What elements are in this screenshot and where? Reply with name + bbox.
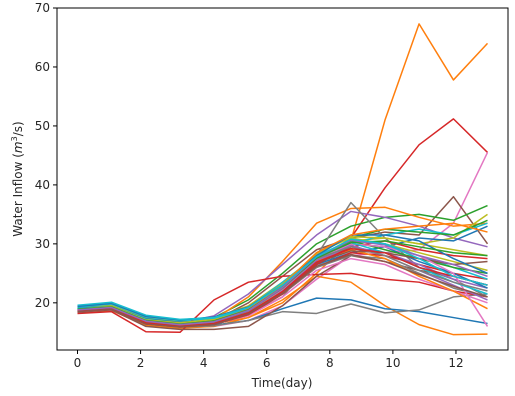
series-line-3 (77, 152, 489, 329)
y-axis-label: Water Inflow (m3/s) (10, 121, 25, 236)
x-axis: 0 2 4 6 8 10 12 (74, 350, 464, 370)
series-line-37 (77, 247, 488, 328)
series-line-15 (77, 272, 488, 334)
y-tick-label: 20 (35, 296, 50, 310)
x-tick-label: 0 (74, 356, 82, 370)
y-axis-label-main: Water Inflow ( (11, 153, 25, 237)
x-tick-label: 4 (200, 356, 208, 370)
y-axis-label-rest: /s) (11, 121, 25, 136)
y-tick-label: 70 (35, 1, 50, 15)
y-tick-label: 50 (35, 119, 50, 133)
series-line-12 (77, 275, 488, 336)
series-line-40 (77, 238, 488, 321)
series-line-39 (77, 253, 488, 328)
y-axis-label-exponent: 3 (10, 136, 19, 141)
y-tick-label: 30 (35, 237, 50, 251)
y-axis-label-unit: m (11, 141, 25, 153)
y-tick-label: 40 (35, 178, 50, 192)
x-tick-label: 2 (137, 356, 145, 370)
x-tick-label: 10 (385, 356, 400, 370)
series-layer (77, 23, 489, 336)
y-tick-label: 60 (35, 60, 50, 74)
series-line-38 (77, 239, 488, 326)
x-tick-label: 6 (263, 356, 271, 370)
plot-frame (56, 7, 509, 351)
x-tick-label: 12 (448, 356, 463, 370)
y-axis: 20 30 40 50 60 70 (35, 1, 57, 310)
x-tick-label: 8 (326, 356, 334, 370)
x-axis-label: Time(day) (251, 376, 313, 390)
